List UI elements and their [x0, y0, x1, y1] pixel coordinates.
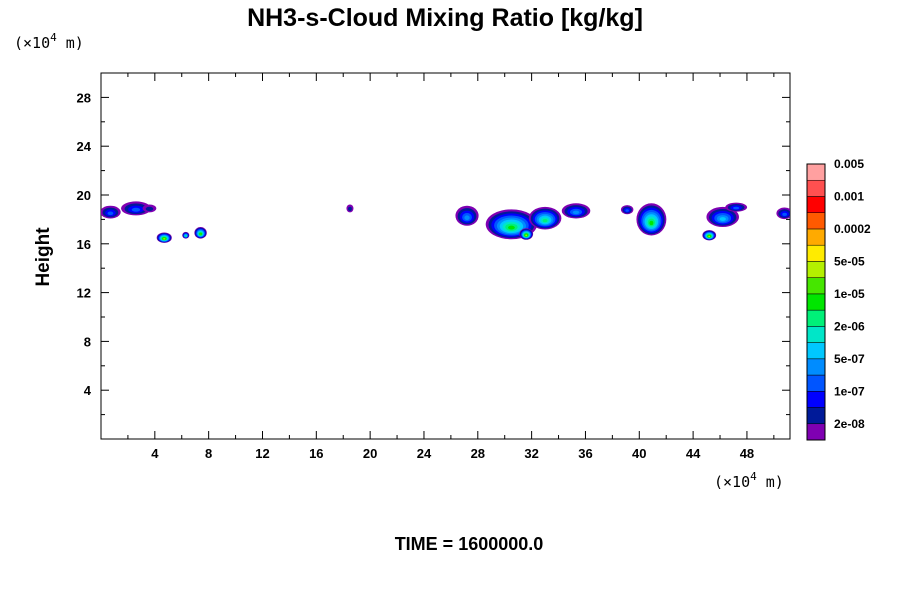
cloud-contour — [572, 210, 580, 215]
colorbar-cell — [806, 407, 826, 425]
x-tick-label: 20 — [363, 446, 377, 461]
y-tick-label: 20 — [77, 188, 91, 203]
cloud-blob — [776, 207, 790, 220]
y-tick-label: 4 — [84, 383, 92, 398]
cloud-contour — [625, 209, 629, 212]
colorbar-cell — [806, 163, 826, 181]
colorbar-cell — [806, 326, 826, 343]
cloud-contour — [649, 220, 654, 226]
y-tick-label: 12 — [77, 286, 91, 301]
cloud-layer — [101, 201, 790, 243]
colorbar-label: 5e-07 — [834, 352, 865, 366]
colorbar-cell — [806, 374, 826, 392]
cloud-contour — [733, 206, 740, 210]
cloud-blob — [519, 228, 534, 240]
colorbar-cell — [806, 277, 826, 295]
y-unit-label: (×104 m) — [14, 31, 84, 52]
cloud-blob — [725, 202, 748, 212]
cloud-blob — [142, 204, 157, 213]
colorbar-cell — [806, 423, 826, 441]
cloud-contour — [542, 218, 548, 223]
x-tick-label: 44 — [686, 446, 701, 461]
colorbar-label: 1e-07 — [834, 384, 865, 398]
cloud-contour — [107, 211, 114, 216]
cloud-blob — [156, 232, 172, 243]
cloud-contour — [525, 234, 528, 236]
colorbar-label: 2e-06 — [834, 319, 865, 333]
y-axis-label: Height — [33, 227, 54, 287]
cloud-blob — [101, 205, 121, 219]
cloud-blob — [528, 206, 562, 230]
y-tick-label: 24 — [77, 139, 92, 154]
colorbar-cell — [806, 179, 826, 197]
colorbar-label: 2e-08 — [834, 417, 865, 431]
colorbar-cell — [806, 228, 826, 246]
cloud-contour — [199, 233, 202, 235]
chart-title: NH3-s-Cloud Mixing Ratio [kg/kg] — [247, 4, 643, 32]
colorbar-label: 5e-05 — [834, 254, 865, 268]
cloud-blob — [561, 203, 591, 219]
colorbar-cell — [806, 358, 826, 376]
colorbar-label: 0.005 — [834, 157, 864, 171]
time-label: TIME = 1600000.0 — [395, 534, 544, 554]
colorbar-cell — [806, 261, 826, 278]
x-unit-label: (×104 m) — [714, 470, 784, 491]
x-tick-label: 8 — [205, 446, 212, 461]
plot-frame — [100, 72, 791, 440]
cloud-contour — [719, 217, 726, 221]
x-tick-label: 12 — [255, 446, 269, 461]
cloud-contour — [131, 207, 141, 212]
colorbar-cell — [806, 293, 826, 311]
cloud-blob — [620, 205, 634, 215]
colorbar: 2e-08 1e-07 5e-07 2e-06 1e-05 5e-05 0.0002 0.00… — [806, 157, 871, 441]
cloud-contour — [348, 206, 352, 212]
colorbar-cell — [806, 342, 826, 360]
cloud-contour — [708, 235, 711, 238]
cloud-blob — [182, 231, 190, 239]
x-tick-label: 36 — [578, 446, 592, 461]
x-tick-label: 16 — [309, 446, 323, 461]
cloud-blob — [636, 203, 667, 236]
x-tick-label: 40 — [632, 446, 646, 461]
colorbar-cell — [806, 212, 826, 230]
x-tick-label: 32 — [524, 446, 538, 461]
cloud-contour — [782, 212, 787, 217]
x-tick-label: 24 — [417, 446, 432, 461]
colorbar-cell — [806, 309, 826, 327]
cloud-contour — [464, 215, 470, 221]
cloud-blob — [455, 205, 479, 226]
cloud-contour — [145, 206, 154, 212]
x-tick-label: 28 — [471, 446, 485, 461]
colorbar-label: 0.0002 — [834, 222, 871, 236]
cloud-blob — [194, 227, 207, 239]
colorbar-label: 0.001 — [834, 189, 864, 203]
colorbar-cell — [806, 196, 826, 213]
cloud-blob — [702, 230, 717, 241]
cloud-blob — [706, 206, 740, 228]
colorbar-cell — [806, 244, 826, 262]
y-tick-label: 28 — [77, 90, 91, 105]
cloud-contour — [163, 238, 166, 240]
cloud-blob — [346, 204, 354, 213]
x-tick-label: 48 — [740, 446, 754, 461]
colorbar-frame — [806, 163, 826, 441]
cloud-contour — [184, 235, 187, 237]
colorbar-cell — [806, 391, 826, 408]
y-tick-label: 8 — [84, 334, 91, 349]
colorbar-label: 1e-05 — [834, 287, 865, 301]
y-tick-label: 16 — [77, 237, 91, 252]
cloud-blob — [121, 201, 151, 216]
x-tick-label: 4 — [151, 446, 159, 461]
cloud-contour — [508, 225, 515, 230]
